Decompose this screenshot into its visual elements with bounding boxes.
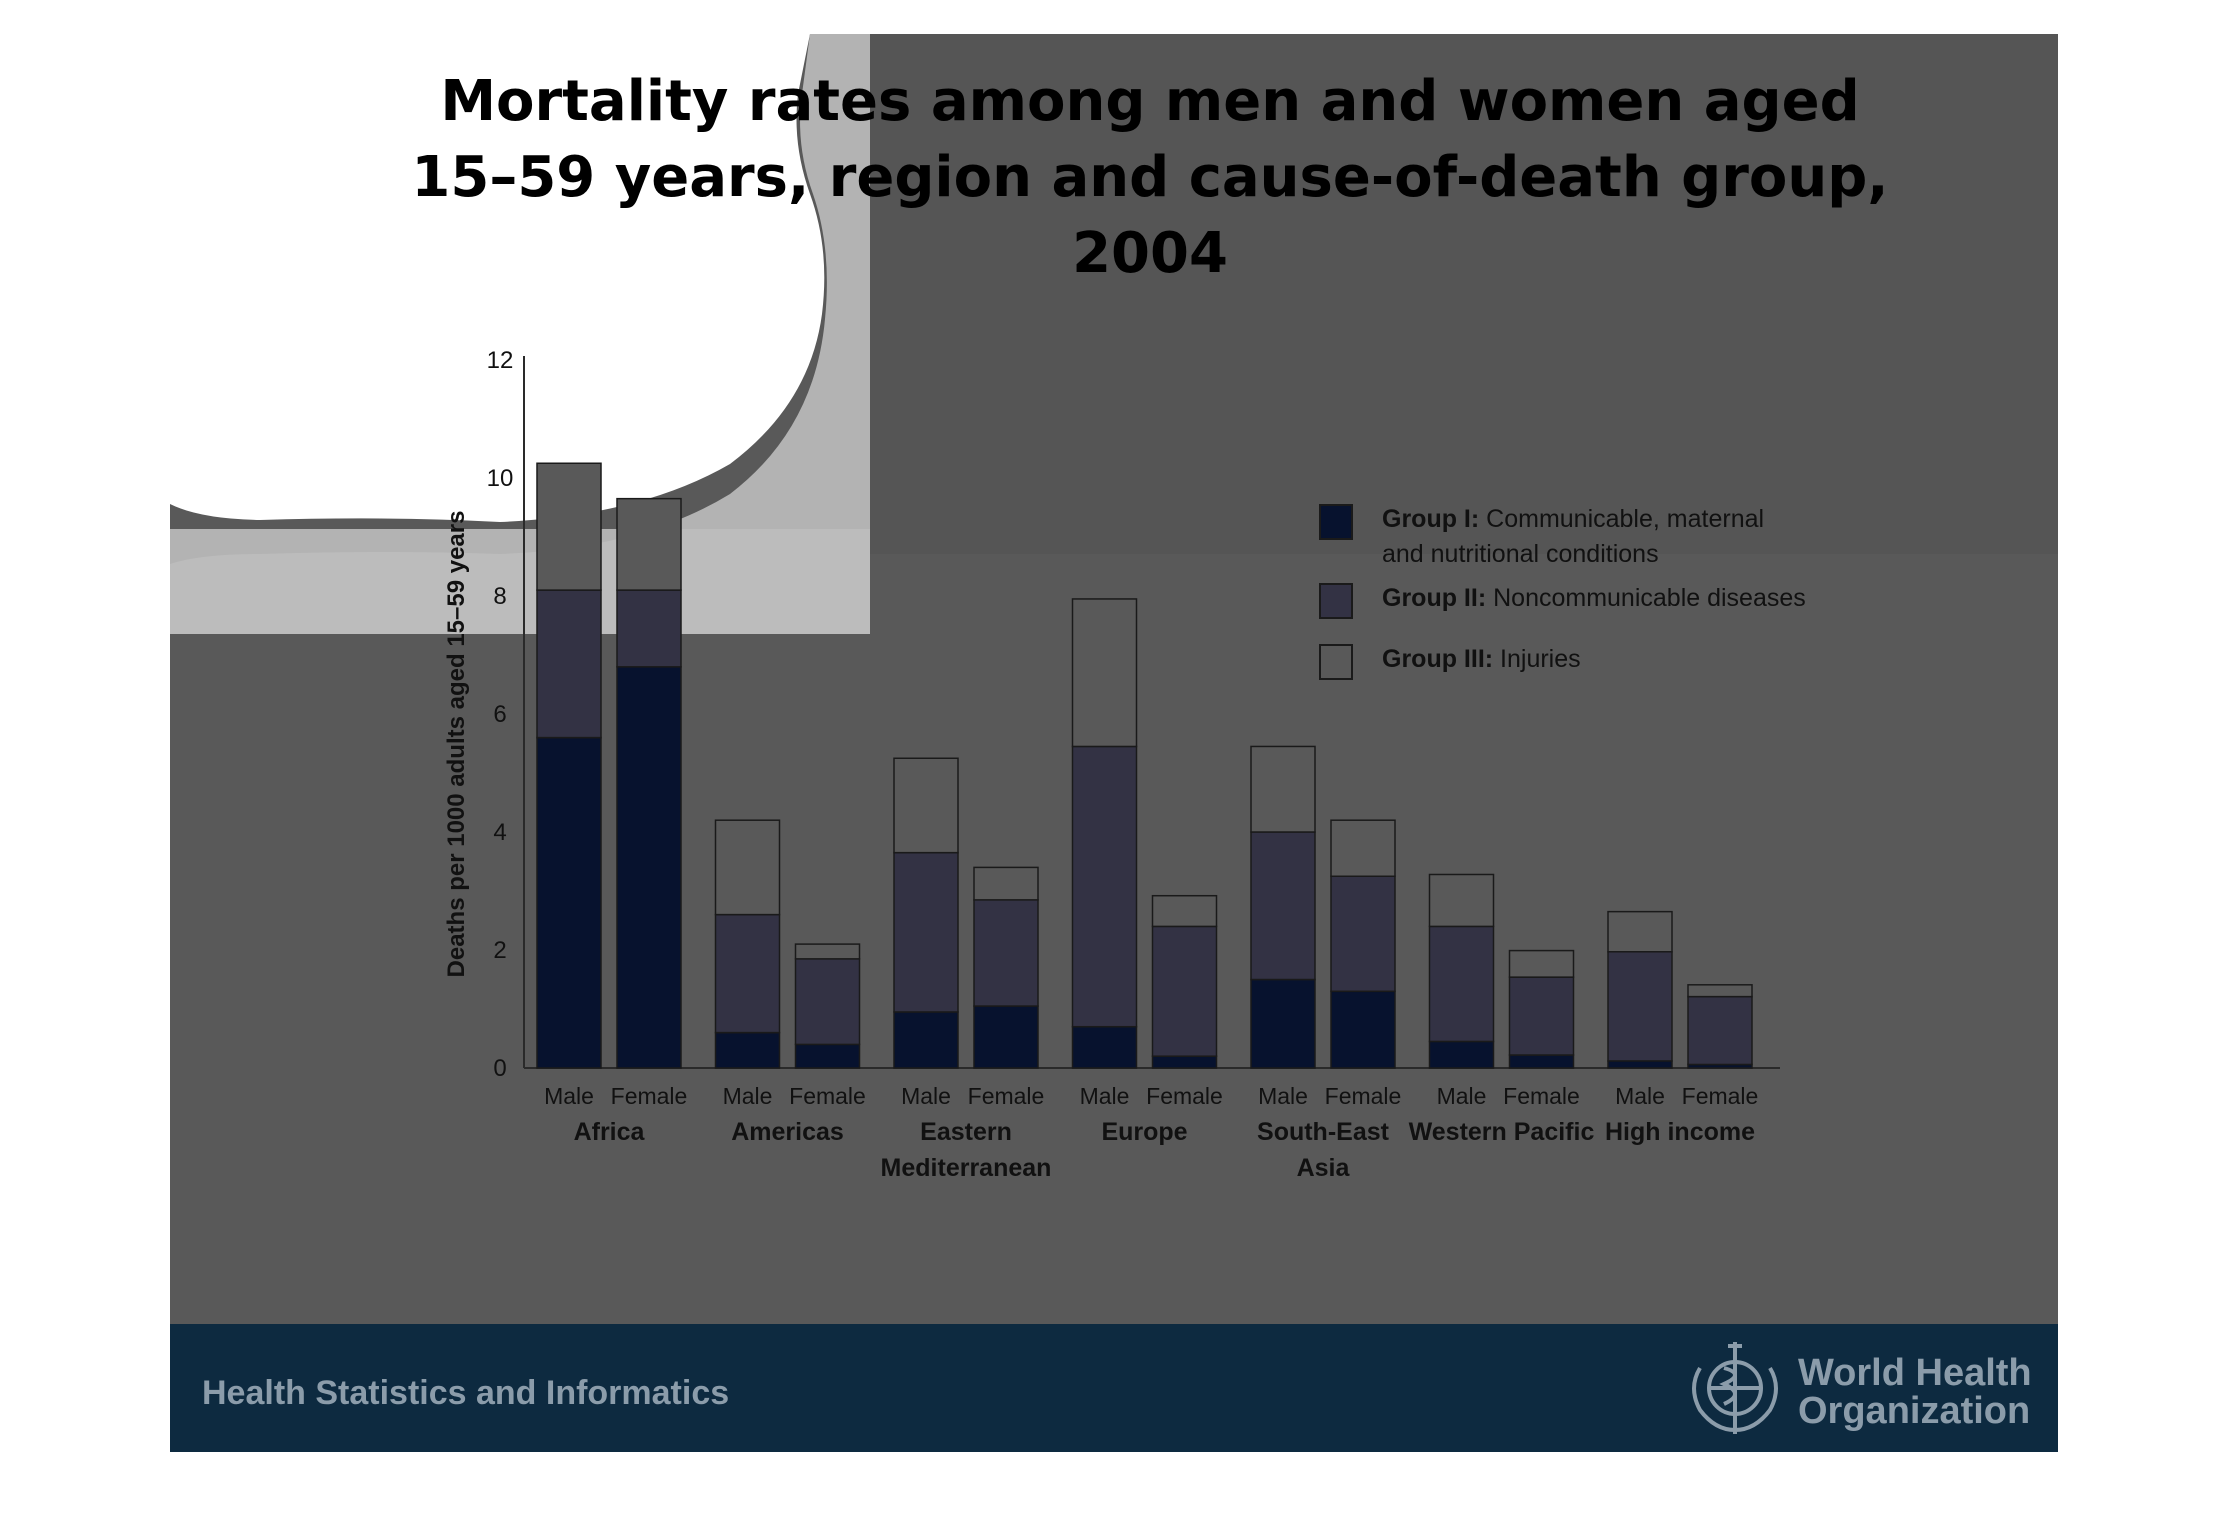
y-tick-label: 8 [493,583,506,610]
bar-segment [1607,951,1673,1062]
y-axis-label: Deaths per 1000 adults aged 15–59 years [443,511,470,978]
bar-segment [1508,949,1575,978]
bar-segment [973,1005,1039,1069]
who-name-line: World Health [1798,1352,2032,1394]
bar-segment [536,589,602,739]
x-tick-label: Male [1258,1083,1308,1109]
x-tick-label: Female [1503,1083,1580,1109]
bar-segment [973,899,1039,1007]
bar-segment [616,497,682,591]
bar-segment [1607,1060,1673,1069]
bar-segment [794,958,861,1046]
bar-segment [1428,873,1495,928]
legend-label: Group III: Injuries [1382,645,1581,673]
bar-segment [616,589,682,668]
region-label: Eastern [920,1118,1012,1146]
bar-segment [1250,745,1316,833]
title-line: 2004 [1072,221,1228,286]
bar-segment [1071,745,1138,1028]
bar-segment [1071,1025,1138,1069]
title-line: Mortality rates among men and women aged [440,69,1860,134]
bar-segment [1428,925,1495,1043]
legend-swatch [1319,504,1353,540]
region-label: Mediterranean [881,1154,1052,1182]
y-tick-label: 6 [493,701,506,728]
y-tick-label: 4 [493,819,506,846]
bar-segment [1687,984,1753,998]
bar-segment [893,757,959,854]
legend-label: Group II: Noncommunicable diseases [1382,584,1806,612]
x-tick-label: Female [789,1083,866,1109]
bar-segment [1151,1055,1218,1069]
x-tick-label: Female [968,1083,1045,1109]
y-tick-label: 2 [493,937,506,964]
y-tick-label: 12 [487,347,514,374]
slide: Mortality rates among men and women aged… [170,34,2058,1452]
x-tick-label: Female [1146,1083,1223,1109]
x-tick-label: Female [1325,1083,1402,1109]
who-logo: World Health Organization [1680,1338,2040,1438]
bar-segment [714,819,781,916]
stacked-bar-chart: 0 2 4 6 8 10 12 Deaths per 1000 adults aged 15–… [443,347,1806,1182]
bar-segment [1250,978,1316,1069]
bar-segment [616,666,682,1069]
slide-title: Mortality rates among men and women aged… [290,64,2010,292]
bar-segment [1508,976,1575,1056]
region-label: Europe [1101,1118,1187,1146]
slide-background [170,34,2058,1452]
bar-segment [1330,990,1396,1069]
bar-segment [536,462,602,591]
legend-label: and nutritional conditions [1382,540,1659,568]
legend-swatch [1319,583,1353,619]
bar-segment [973,866,1039,901]
x-tick-label: Male [723,1083,773,1109]
x-tick-label: Male [901,1083,951,1109]
x-tick-label: Male [1080,1083,1130,1109]
region-label: High income [1605,1118,1755,1146]
who-name-line: Organization [1798,1390,2031,1432]
bar-segment [1330,819,1396,878]
x-tick-label: Male [1437,1083,1487,1109]
who-emblem-icon [1692,1342,1778,1434]
bar-segment [1071,598,1138,748]
footer-text: Health Statistics and Informatics [202,1374,730,1412]
bar-segment [893,851,959,1013]
bar-segment [1330,875,1396,993]
bar-segment [536,736,602,1069]
bar-segment [1607,910,1673,953]
bar-segment [1687,995,1753,1066]
legend-label: Group I: Communicable, maternal [1382,505,1764,533]
bar-segment [1151,925,1218,1057]
x-tick-label: Male [1615,1083,1665,1109]
region-label: Americas [731,1118,844,1146]
bar-segment [714,1031,781,1069]
region-label: Western Pacific [1409,1118,1595,1146]
who-name: World Health Organization [1798,1354,2032,1430]
bar-segment [794,943,861,960]
bar-segment [1508,1054,1575,1069]
bar-segment [1151,894,1218,928]
region-label: Asia [1297,1154,1351,1182]
region-label: South-East [1257,1118,1390,1146]
bar-segment [794,1043,861,1069]
bar-segment [893,1011,959,1069]
bar-segment [714,913,781,1034]
footer-bar: Health Statistics and Informatics World … [170,1324,2058,1452]
x-tick-label: Female [611,1083,688,1109]
bar-segment [1250,831,1316,981]
y-tick-label: 0 [493,1055,506,1082]
x-tick-label: Female [1682,1083,1759,1109]
title-line: 15–59 years, region and cause-of-death g… [411,145,1889,210]
bar-segment [1428,1040,1495,1069]
legend-swatch [1319,644,1353,680]
region-label: Africa [574,1118,646,1146]
x-tick-label: Male [544,1083,594,1109]
y-tick-label: 10 [487,465,514,492]
